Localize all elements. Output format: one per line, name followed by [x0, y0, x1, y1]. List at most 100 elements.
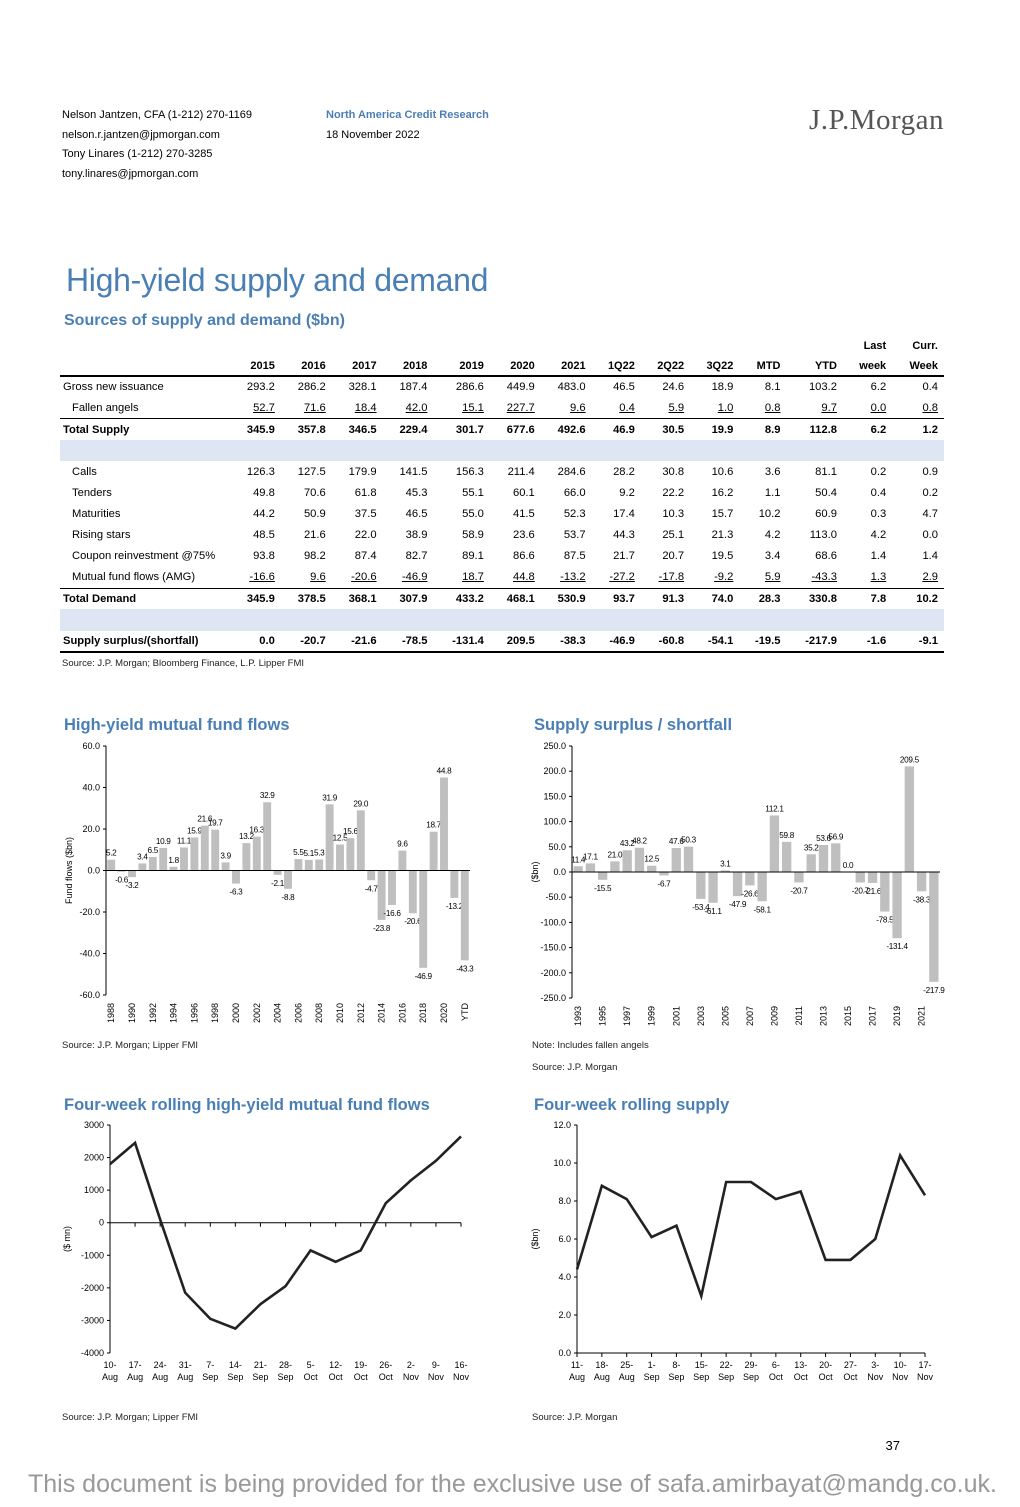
table-cell: -38.3 — [540, 630, 592, 653]
cell-value: 61.8 — [354, 486, 377, 499]
data-label: -20.6 — [404, 917, 422, 926]
table-cell: 53.7 — [541, 525, 592, 546]
y-tick-label: 0 — [99, 1218, 104, 1228]
table-cell: 4.7 — [892, 504, 944, 525]
data-label: -0.6 — [115, 876, 129, 885]
cell-value: -46.9 — [609, 634, 635, 647]
cell-value: 87.4 — [354, 550, 377, 563]
y-axis-label: ($bn) — [530, 861, 540, 882]
column-header-top — [592, 334, 641, 355]
cell-value: 38.9 — [405, 529, 428, 542]
data-label: -20.7 — [790, 886, 808, 895]
cell-value: 87.5 — [563, 550, 586, 563]
column-header: 2Q22 — [640, 355, 691, 378]
table-cell: 86.6 — [490, 546, 541, 567]
table-cell: 0.4 — [843, 482, 892, 503]
bar — [585, 863, 596, 872]
table-cell: -27.2 — [592, 567, 641, 588]
bar — [782, 841, 792, 872]
cell-value: 4.2 — [764, 529, 781, 542]
cell-value: 91.3 — [662, 593, 685, 606]
cell-value: 45.3 — [405, 486, 428, 499]
table-cell: 8.1 — [739, 376, 786, 397]
x-tick-label: Nov — [403, 1372, 420, 1382]
cell-value: 21.7 — [613, 550, 635, 563]
column-header-top — [332, 334, 383, 355]
x-tick-label: Aug — [152, 1372, 168, 1382]
table-cell: 93.7 — [591, 587, 641, 610]
x-tick-label: 2011 — [794, 1006, 804, 1025]
table-row: Maturities 44.2 50.9 37.5 46.5 55.0 41.5 52.3 17… — [60, 504, 944, 525]
table-cell: 187.4 — [383, 376, 434, 397]
cell-value: 15.7 — [711, 508, 734, 521]
bar — [304, 859, 313, 871]
data-label: 3.4 — [137, 852, 148, 861]
x-tick-label: 27- — [844, 1360, 857, 1370]
table-cell: -60.8 — [640, 630, 691, 653]
table-cell: 28.3 — [739, 587, 787, 610]
bar — [232, 870, 240, 884]
x-tick-label: 2004 — [273, 1003, 283, 1023]
bar — [200, 825, 209, 871]
table-row: Gross new issuance 293.2 286.2 328.1 187.4 28… — [60, 376, 944, 397]
bar — [367, 870, 376, 881]
cell-value: 93.7 — [613, 593, 635, 606]
x-tick-label: Oct — [304, 1372, 319, 1382]
cell-value: 15.1 — [462, 401, 484, 414]
column-header: Week — [892, 355, 944, 378]
table-cell: 126.3 — [230, 461, 281, 482]
cell-value: 483.0 — [557, 381, 586, 394]
cell-value: 357.8 — [297, 423, 326, 436]
data-label: -3.2 — [126, 881, 140, 890]
x-tick-label: 2008 — [314, 1003, 324, 1023]
x-tick-label: Oct — [329, 1372, 344, 1382]
table-cell: 44.8 — [490, 567, 541, 588]
cell-value: 81.1 — [815, 465, 837, 478]
cell-value: 9.6 — [570, 401, 586, 414]
author-email-link[interactable]: tony.linares@jpmorgan.com — [62, 167, 199, 180]
cell-value: -19.5 — [754, 634, 781, 647]
cell-value: -60.8 — [658, 634, 685, 647]
y-tick-label: -40.0 — [79, 949, 100, 959]
table-cell: 24.6 — [641, 376, 690, 397]
column-header-top — [690, 334, 739, 355]
cell-value: 0.0 — [870, 401, 887, 414]
cell-value: -131.4 — [452, 634, 484, 647]
table-cell: 18.7 — [433, 567, 489, 588]
cell-value: -9.1 — [918, 634, 938, 647]
table-cell: 483.0 — [541, 376, 592, 397]
cell-value: 21.6 — [303, 529, 326, 542]
table-cell: 677.6 — [489, 418, 541, 440]
column-header: 2020 — [489, 355, 541, 378]
bar — [138, 863, 147, 871]
data-label: 21.0 — [608, 850, 623, 859]
cell-value: 68.6 — [815, 550, 837, 563]
y-tick-label: -20.0 — [79, 907, 100, 917]
y-axis-label: Fund flows ($bn) — [64, 837, 74, 904]
y-tick-label: 0.0 — [553, 867, 566, 877]
bar — [573, 866, 583, 872]
row-label: Total Demand — [60, 587, 230, 610]
data-label: 209.5 — [900, 755, 920, 764]
cell-value: 74.0 — [711, 593, 734, 606]
cell-value: 1.4 — [922, 550, 938, 563]
cell-value: 1.1 — [764, 486, 781, 499]
data-label: 9.6 — [397, 840, 408, 849]
table-cell: 286.6 — [433, 376, 489, 397]
bar — [346, 838, 355, 871]
row-label: Coupon reinvestment @75% — [72, 550, 216, 563]
row-label: Total Supply — [60, 418, 230, 440]
data-label: -43.3 — [456, 964, 474, 973]
author-email-link[interactable]: nelson.r.jantzen@jpmorgan.com — [62, 128, 220, 141]
x-tick-label: 5- — [307, 1360, 315, 1370]
y-tick-label: -3000 — [81, 1315, 104, 1325]
table-cell: 8.9 — [739, 418, 787, 440]
data-label: 5.2 — [106, 849, 117, 858]
x-tick-label: 1998 — [210, 1003, 220, 1023]
cell-value: -20.6 — [351, 571, 377, 584]
table-cell: 4.2 — [739, 525, 786, 546]
cell-value: 8.9 — [764, 423, 781, 436]
cell-value: 82.7 — [405, 550, 428, 563]
row-label: Gross new issuance — [63, 381, 164, 394]
table-cell: 284.6 — [541, 461, 592, 482]
